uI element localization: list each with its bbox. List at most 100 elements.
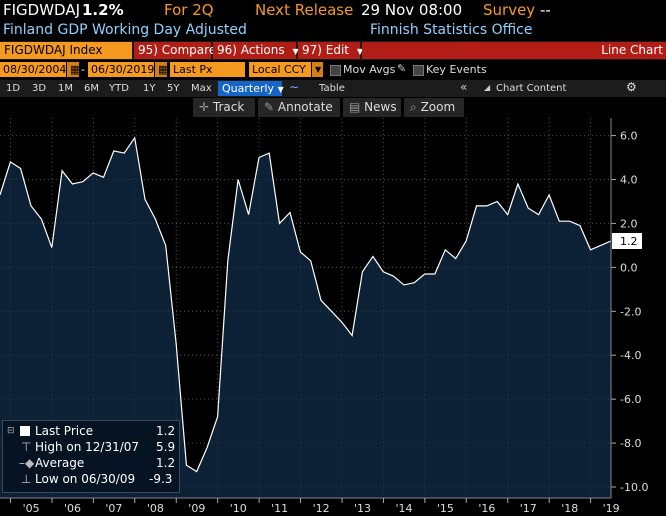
edit-label: 97) Edit <box>302 43 350 57</box>
x-tick-label: '09 <box>188 502 205 515</box>
range-3d[interactable]: 3D <box>32 83 47 94</box>
y-tick-label: -4.0 <box>620 349 641 362</box>
legend-low-value: -9.3 <box>149 472 173 486</box>
x-tick-label: '13 <box>354 502 371 515</box>
track-button[interactable]: ✛ Track <box>193 98 255 117</box>
x-tick-label: '10 <box>230 502 247 515</box>
last-price-swatch <box>20 426 30 436</box>
y-tick-label: 6.0 <box>620 130 638 143</box>
range-max[interactable]: Max <box>191 83 212 94</box>
actions-label: 96) Actions <box>217 43 285 57</box>
x-tick-label: '14 <box>395 502 412 515</box>
compare-button[interactable]: 95) Compare <box>134 42 216 59</box>
news-icon: ▤ <box>349 100 361 114</box>
actions-button[interactable]: 96) Actions ▼ <box>213 42 299 59</box>
start-date-input[interactable]: 08/30/2004 <box>0 62 66 77</box>
x-tick-label: '18 <box>561 502 578 515</box>
series-area-fill <box>0 137 611 499</box>
track-label: Track <box>212 100 245 114</box>
pencil-icon[interactable]: ✎ <box>397 62 407 75</box>
high-marker-icon: ⊤ <box>21 440 32 454</box>
end-date-input[interactable]: 06/30/2019 <box>88 62 154 77</box>
ticker: FIGDWDAJ <box>3 1 81 19</box>
period-label: For 2Q <box>164 1 214 19</box>
range-6m[interactable]: 6M <box>84 83 99 94</box>
legend-high-label: High on 12/31/07 <box>35 440 140 454</box>
calendar-icon[interactable]: ▦ <box>155 62 168 77</box>
header-description-line: Finland GDP Working Day Adjusted Finnish… <box>0 22 666 41</box>
crosshair-icon: ✛ <box>199 100 210 114</box>
collapse-legend-icon[interactable]: ⊟ <box>7 426 15 436</box>
function-toolbar: FIGDWDAJ Index 95) Compare 96) Actions ▼… <box>0 41 666 60</box>
chevron-down-icon[interactable]: ▼ <box>312 62 323 77</box>
date-separator: - <box>81 63 85 76</box>
chevron-down-icon: ▼ <box>277 85 284 94</box>
news-button[interactable]: ▤ News <box>343 98 401 117</box>
x-tick-label: '12 <box>313 502 330 515</box>
chart-type-label[interactable]: Line Chart <box>362 42 666 59</box>
average-marker-icon: –◆ <box>19 456 35 470</box>
survey-label: Survey <box>483 1 536 19</box>
edit-button[interactable]: 97) Edit ▼ <box>298 42 363 59</box>
table-button[interactable]: Table <box>319 83 345 94</box>
x-tick-label: '08 <box>147 502 164 515</box>
x-tick-label: '11 <box>271 502 288 515</box>
x-tick-label: '15 <box>437 502 454 515</box>
zoom-button[interactable]: ⌕ Zoom <box>404 98 464 117</box>
y-tick-label: -10.0 <box>620 481 648 494</box>
pencil-icon: ✎ <box>264 100 275 114</box>
annotate-label: Annotate <box>277 100 333 114</box>
caret-icon: ◢ <box>484 83 491 92</box>
key-events-checkbox[interactable] <box>413 65 424 76</box>
last-value-marker <box>612 233 642 250</box>
chart-settings-row: 08/30/2004 ▦ - 06/30/2019 ▦ Last Px Loca… <box>0 61 666 79</box>
series-line <box>0 136 612 473</box>
y-tick-label: 4.0 <box>620 174 638 187</box>
x-tick-label: '17 <box>520 502 537 515</box>
calendar-icon[interactable]: ▦ <box>67 62 80 77</box>
gear-icon[interactable]: ⚙ <box>626 80 637 94</box>
mov-avgs-checkbox[interactable] <box>330 65 341 76</box>
field-select[interactable]: Last Px <box>170 62 245 77</box>
y-tick-label: 0.0 <box>620 261 638 274</box>
legend-average-label: Average <box>35 456 85 470</box>
range-1y[interactable]: 1Y <box>143 83 156 94</box>
security-description: Finland GDP Working Day Adjusted <box>3 22 247 38</box>
last-value-label: 1.2 <box>620 235 638 248</box>
range-5y[interactable]: 5Y <box>167 83 180 94</box>
survey-value: -- <box>540 1 551 19</box>
y-tick-label: 2.0 <box>620 217 638 230</box>
x-tick-label: '16 <box>478 502 495 515</box>
collapse-icon[interactable]: « <box>460 80 468 94</box>
x-tick-label: '07 <box>105 502 122 515</box>
legend-last-price-value: 1.2 <box>156 424 176 438</box>
line-chart-icon[interactable]: ∼ <box>289 80 300 94</box>
frequency-select[interactable]: Quarterly ▼ <box>218 81 284 96</box>
next-release-label: Next Release <box>255 1 354 19</box>
mov-avgs-label: Mov Avgs <box>343 63 396 76</box>
gdp-line-chart[interactable]: 6.0 4.0 2.0 0.0 -2.0 -4.0 -6.0 -8.0 -10.0 '05 '06… <box>0 118 666 516</box>
currency-select[interactable]: Local CCY <box>249 62 311 77</box>
chart-content-button[interactable]: Chart Content <box>496 83 567 94</box>
news-label: News <box>364 100 397 114</box>
frequency-label: Quarterly <box>222 82 275 95</box>
range-1m[interactable]: 1M <box>58 83 73 94</box>
zoom-label: Zoom <box>420 100 456 114</box>
next-release-value: 29 Nov 08:00 <box>361 1 463 19</box>
header-quote-line: FIGDWDAJ 1.2% For 2Q Next Release 29 Nov… <box>0 0 666 22</box>
annotate-button[interactable]: ✎ Annotate <box>258 98 340 117</box>
x-tick-label: '05 <box>23 502 40 515</box>
legend-low-label: Low on 06/30/09 <box>35 472 136 486</box>
chevron-down-icon: ▼ <box>356 47 363 56</box>
legend-average-value: 1.2 <box>156 456 176 470</box>
range-1d[interactable]: 1D <box>6 83 21 94</box>
y-tick-label: -8.0 <box>620 437 641 450</box>
security-field[interactable]: FIGDWDAJ Index <box>0 42 132 59</box>
key-events-label: Key Events <box>426 63 487 76</box>
range-selector-row: 1D 3D 1M 6M YTD 1Y 5Y Max Quarterly ▼ ∼ … <box>0 80 666 97</box>
y-tick-label: -2.0 <box>620 305 641 318</box>
last-value: 1.2% <box>82 1 124 19</box>
range-ytd[interactable]: YTD <box>109 83 129 94</box>
chart-tools-row: ✛ Track ✎ Annotate ▤ News ⌕ Zoom <box>0 97 666 118</box>
low-marker-icon: ⊥ <box>21 472 32 486</box>
